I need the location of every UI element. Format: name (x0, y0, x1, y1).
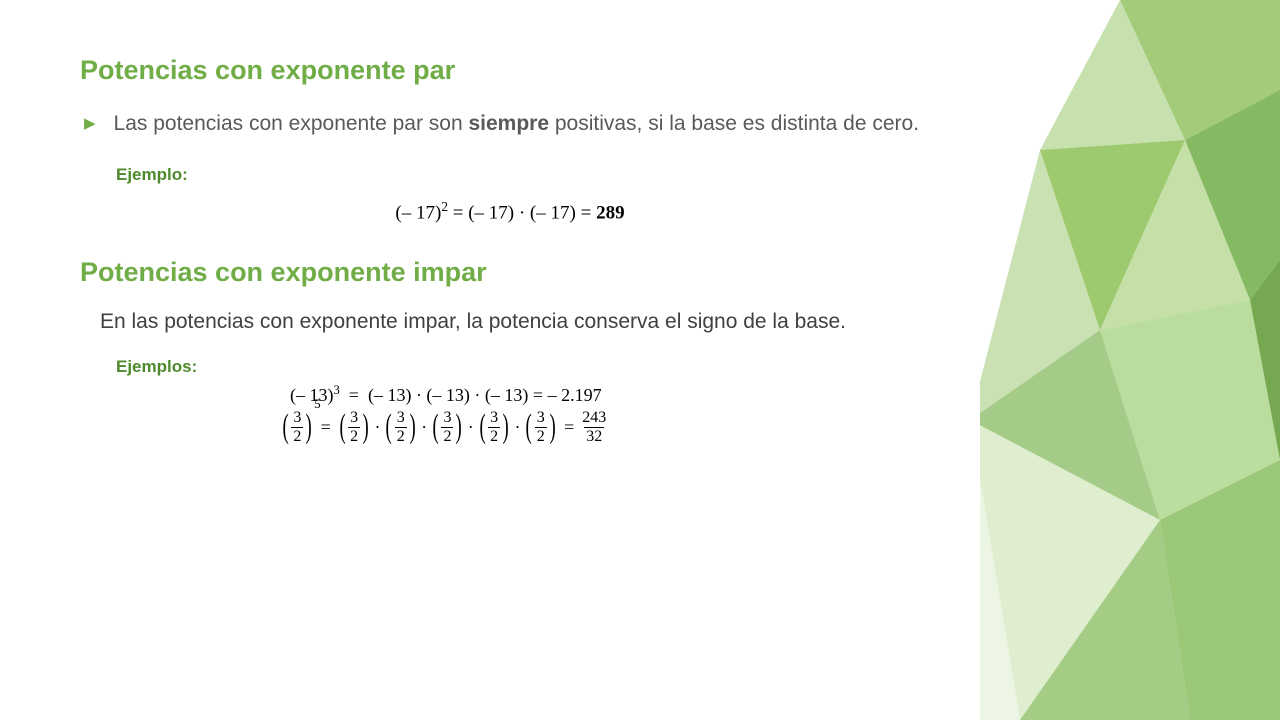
eq2: = (560, 417, 578, 438)
examples-label: Ejemplos: (116, 357, 940, 377)
bullet-item: ▶ Las potencias con exponente par son si… (84, 110, 940, 137)
text-pre: Las potencias con exponente par son (114, 112, 469, 135)
frac-term-2: (32) (383, 410, 418, 445)
math2-eq: = (344, 385, 368, 405)
frac-exp: 5 (314, 396, 321, 412)
text-post: positivas, si la base es distinta de cer… (549, 112, 919, 135)
heading-even-exponent: Potencias con exponente par (80, 55, 940, 86)
frac-term-5: (32) (523, 410, 558, 445)
eq: = (317, 417, 335, 438)
math-example-3: ( 3 2 ) 5 = (32) · (32) · (32) · (32) · … (280, 410, 940, 445)
frac-result: 243 32 (580, 410, 608, 445)
math-example-2: (– 13)3 = (– 13) · (– 13) · (– 13) = – 2… (290, 383, 940, 406)
math-expansion: (– 17) · (– 17) (468, 203, 576, 224)
math-exp: 2 (441, 199, 448, 214)
decorative-shards (980, 0, 1280, 720)
frac-term-3: (32) (430, 410, 465, 445)
math2-base: (– 13) (290, 385, 334, 405)
text-bold: siempre (468, 112, 549, 135)
odd-body-text: En las potencias con exponente impar, la… (100, 308, 940, 335)
frac-base: 3 2 (291, 410, 303, 445)
math2-eq2: = (533, 385, 548, 405)
frac-term-1: (32) (337, 410, 372, 445)
math2-exp: 3 (334, 383, 340, 397)
bullet-text: Las potencias con exponente par son siem… (114, 110, 920, 137)
slide-content: Potencias con exponente par ▶ Las potenc… (0, 0, 1020, 485)
math-example-1: (– 17)2 = (– 17) · (– 17) = 289 (80, 199, 940, 224)
frac-power: ( 3 2 ) 5 (280, 410, 315, 445)
heading-odd-exponent: Potencias con exponente impar (80, 257, 940, 288)
math2-expansion: (– 13) · (– 13) · (– 13) (368, 385, 528, 405)
math-result: 289 (596, 203, 625, 224)
math-eq2: = (581, 203, 596, 224)
math-base: (– 17) (395, 203, 441, 224)
frac-term-4: (32) (477, 410, 512, 445)
bullet-marker-icon: ▶ (84, 114, 96, 132)
math-eq: = (453, 203, 468, 224)
example-label: Ejemplo: (116, 165, 940, 185)
math2-result: – 2.197 (548, 385, 602, 405)
